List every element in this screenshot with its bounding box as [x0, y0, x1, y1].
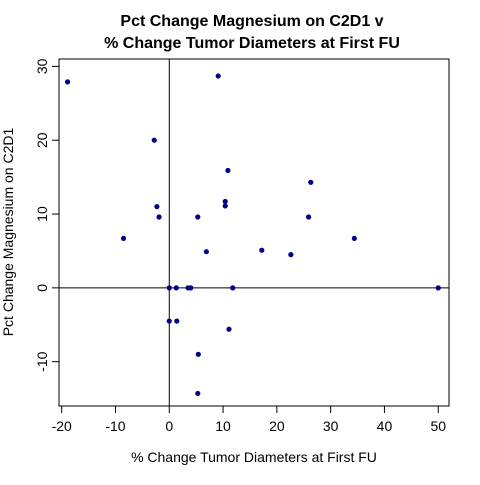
x-tick-label: 0: [165, 418, 173, 434]
data-point: [151, 137, 157, 143]
x-tick-label: 10: [215, 418, 231, 434]
data-point: [351, 235, 357, 242]
data-point: [259, 247, 265, 253]
y-tick-label: -10: [34, 351, 50, 371]
data-point: [120, 235, 127, 242]
data-point: [288, 252, 294, 258]
data-point: [222, 203, 228, 209]
x-tick-label: 20: [269, 418, 285, 434]
x-tick-label: 30: [323, 418, 339, 434]
chart-title-line-1: Pct Change Magnesium on C2D1 v: [120, 13, 383, 30]
chart-title-line-2: % Change Tumor Diameters at First FU: [104, 35, 400, 52]
data-point: [222, 198, 228, 205]
y-tick-label: 20: [34, 132, 50, 148]
data-point: [195, 351, 201, 357]
data-point: [230, 285, 236, 291]
x-tick-label: 40: [377, 418, 393, 434]
data-point: [154, 204, 160, 210]
data-point: [215, 73, 221, 79]
x-tick-label: -10: [105, 418, 125, 434]
data-point: [435, 285, 441, 291]
y-tick-label: 30: [34, 58, 50, 74]
data-point: [306, 214, 312, 220]
data-point: [195, 214, 201, 220]
data-point: [173, 285, 179, 291]
data-point: [156, 214, 162, 220]
data-point: [225, 167, 231, 174]
data-point: [308, 179, 314, 185]
y-tick-label: 10: [34, 206, 50, 222]
y-axis-label: Pct Change Magnesium on C2D1: [0, 128, 16, 337]
reference-lines: [59, 59, 449, 406]
x-axis-label: % Change Tumor Diameters at First FU: [131, 449, 377, 465]
x-tick-label: 50: [430, 418, 446, 434]
y-axis: -10 0 10 20 30: [34, 58, 59, 372]
plot-area-border: [58, 58, 450, 407]
x-axis: -20 -10 0 10 20 30 40 50: [52, 406, 446, 434]
y-tick-label: 0: [34, 284, 50, 292]
data-point: [195, 390, 201, 397]
data-point: [166, 318, 172, 324]
data-points: [65, 73, 441, 397]
data-point: [174, 318, 180, 324]
data-point: [166, 285, 172, 291]
data-point: [226, 326, 232, 332]
data-point: [188, 285, 194, 291]
data-point: [65, 79, 71, 85]
data-point: [203, 249, 209, 255]
x-tick-label: -20: [52, 418, 72, 434]
